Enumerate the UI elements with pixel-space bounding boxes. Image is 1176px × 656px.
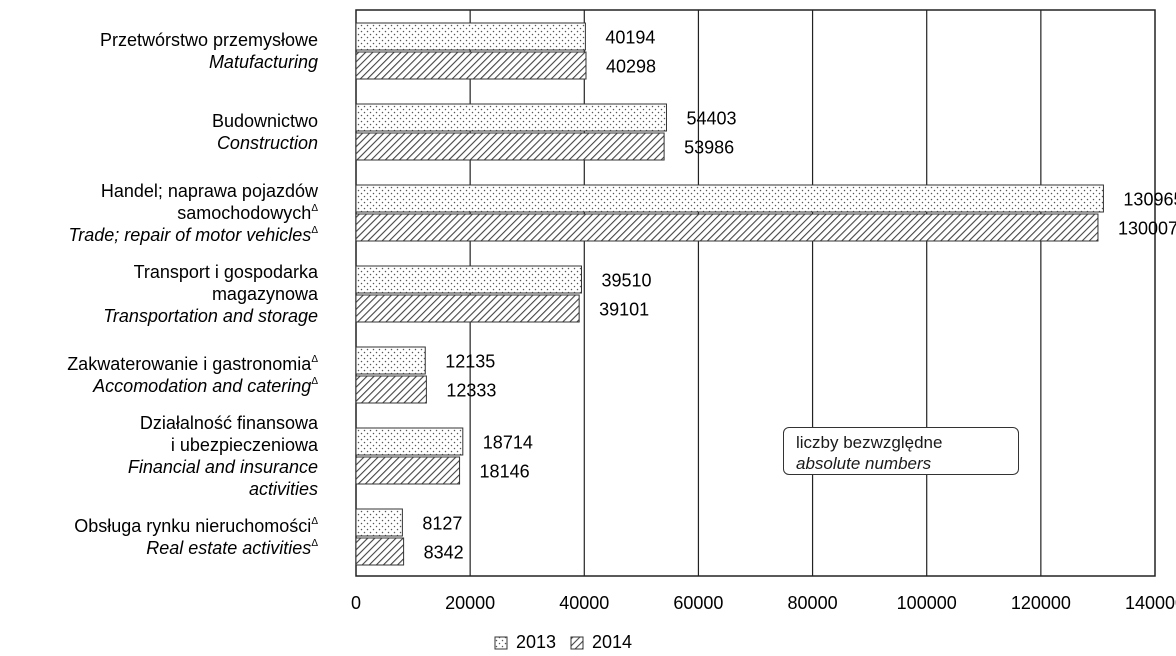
units-annotation-pl: liczby bezwzględne [796,433,943,452]
bar-2014 [355,294,580,323]
category-label: samochodowychΔ [177,203,318,223]
data-label-2014: 8342 [424,543,464,563]
category-label: Financial and insurance [128,457,318,477]
category-label: activities [249,479,318,499]
data-label-2014: 12333 [446,381,496,401]
category-label: Trade; repair of motor vehiclesΔ [69,225,319,245]
bars [355,22,1104,566]
legend-label: 2014 [592,632,632,652]
x-tick-label: 140000 [1125,593,1176,613]
x-tick-label: 20000 [445,593,495,613]
bar-2014 [355,132,665,161]
legend: 2013 2014 [494,632,632,652]
bar-2013 [355,265,582,294]
category-label: Accomodation and cateringΔ [92,376,318,396]
bar-2013 [355,427,464,456]
category-label: Matufacturing [209,52,318,72]
bar-2014 [355,51,587,80]
x-axis-ticks: 0 20000 40000 60000 80000 100000 120000 140000 [351,593,1176,613]
bar-2013 [355,508,403,537]
data-labels: 40194 54403 130965 39510 12135 18714 8127 40298… [422,28,1176,563]
category-label: Construction [217,133,318,153]
category-label: Zakwaterowanie i gastronomiaΔ [67,354,318,374]
bar-2013 [355,103,667,132]
data-label-2014: 53986 [684,138,734,158]
grid-lines [355,9,1156,577]
bar-2014 [355,213,1099,242]
units-annotation: liczby bezwzględne absolute numbers [783,427,1019,475]
data-label-2014: 18146 [480,462,530,482]
category-label: Budownictwo [212,111,318,131]
data-label-2014: 40298 [606,57,656,77]
legend-label: 2013 [516,632,556,652]
data-label-2013: 39510 [601,271,651,291]
bar-2013 [355,346,426,375]
category-label: i ubezpieczeniowa [171,435,319,455]
legend-swatch [494,636,508,650]
legend-item-2014: 2014 [570,632,632,652]
data-label-2013: 18714 [483,433,533,453]
data-label-2013: 12135 [445,352,495,372]
category-label: Transport i gospodarka [134,262,319,282]
data-label-2013: 130965 [1123,190,1176,210]
category-label: Handel; naprawa pojazdów [101,181,319,201]
legend-item-2013: 2013 [494,632,556,652]
category-label: Transportation and storage [103,306,318,326]
bar-2013 [355,184,1104,213]
x-tick-label: 100000 [897,593,957,613]
category-label: magazynowa [212,284,319,304]
x-tick-label: 0 [351,593,361,613]
x-tick-label: 80000 [788,593,838,613]
x-tick-label: 120000 [1011,593,1071,613]
data-label-2013: 54403 [686,109,736,129]
x-tick-label: 40000 [559,593,609,613]
category-label: Real estate activitiesΔ [146,538,318,558]
legend-swatch [570,636,584,650]
x-tick-label: 60000 [673,593,723,613]
units-annotation-en: absolute numbers [796,454,932,473]
category-label: Przetwórstwo przemysłowe [100,30,318,50]
bar-2014 [355,456,461,485]
category-label: Działalność finansowa [140,413,319,433]
bar-2013 [355,22,586,51]
data-label-2014: 130007 [1118,219,1176,239]
data-label-2013: 40194 [605,28,655,48]
data-label-2013: 8127 [422,514,462,534]
category-label: Obsługa rynku nieruchomościΔ [74,516,318,536]
bar-2014 [355,375,427,404]
bar-2014 [355,537,405,566]
data-label-2014: 39101 [599,300,649,320]
